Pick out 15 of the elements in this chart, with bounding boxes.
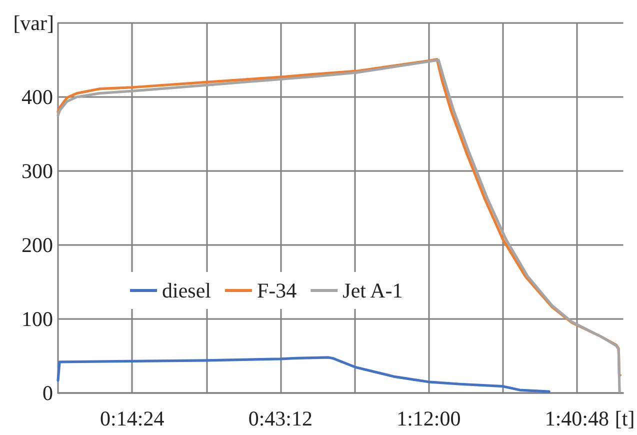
legend-label: diesel <box>162 278 212 302</box>
legend-label: Jet A-1 <box>342 278 403 302</box>
y-tick-label: 300 <box>22 159 53 183</box>
y-tick-label: 400 <box>22 85 53 109</box>
y-tick-label: 200 <box>22 233 53 257</box>
x-tick-label: 1:40:48 <box>544 406 609 430</box>
y-axis-title: [var] <box>13 11 54 35</box>
y-tick-label: 100 <box>22 307 53 331</box>
legend-label: F-34 <box>256 278 298 302</box>
y-tick-label: 0 <box>42 381 53 405</box>
line-series <box>56 356 550 393</box>
x-tick-label: 0:43:12 <box>248 406 312 430</box>
x-tick-label: 0:14:24 <box>100 406 165 430</box>
x-axis-title: [t] <box>614 406 635 430</box>
x-tick-label: 1:12:00 <box>396 406 461 430</box>
